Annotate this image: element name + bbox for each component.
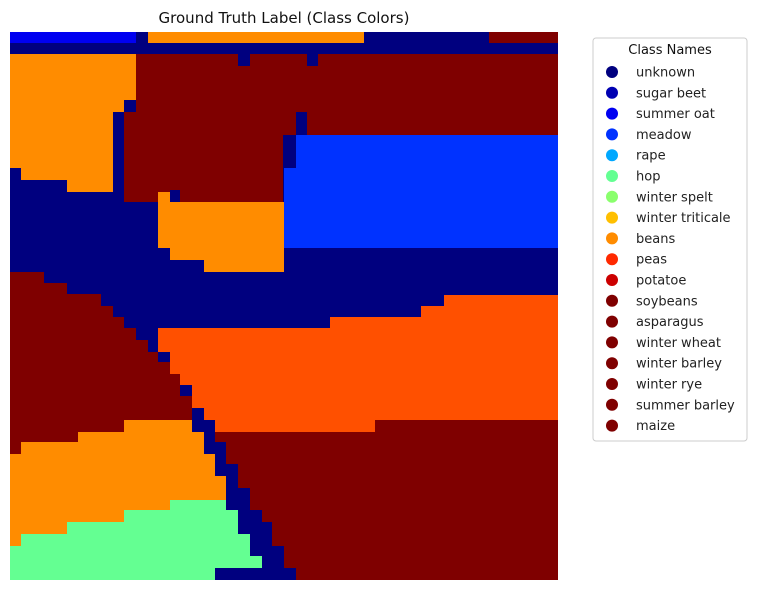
legend-title: Class Names	[628, 43, 712, 58]
legend-label: unknown	[636, 66, 695, 81]
region-maroon-upper	[124, 54, 558, 202]
region-hop	[10, 500, 262, 580]
legend-swatch	[606, 149, 618, 162]
legend-swatch	[606, 274, 618, 286]
legend-label: summer oat	[636, 107, 715, 122]
legend-swatch	[606, 86, 618, 99]
region-meadow	[284, 135, 558, 248]
legend-label: hop	[636, 170, 660, 185]
region-maroon-topright	[489, 32, 558, 43]
legend-item: potatoe	[606, 274, 686, 289]
legend-item: winter triticale	[606, 211, 731, 226]
legend-item: unknown	[606, 66, 695, 81]
legend-swatch	[606, 66, 618, 78]
legend-item: asparagus	[606, 315, 704, 330]
legend-item: winter barley	[606, 357, 722, 372]
region-beans-top	[148, 32, 364, 43]
legend-swatch	[606, 211, 618, 224]
legend-label: maize	[636, 419, 675, 434]
legend-label: winter spelt	[636, 190, 713, 205]
legend-label: asparagus	[636, 315, 704, 330]
legend-swatch	[606, 357, 618, 370]
legend-label: rape	[636, 149, 666, 164]
legend-label: potatoe	[636, 274, 686, 289]
legend-item: winter spelt	[606, 190, 713, 205]
legend-item: winter wheat	[606, 336, 721, 351]
legend-item: soybeans	[606, 294, 698, 309]
legend: Class Names unknown sugar beet summer oat m…	[592, 37, 748, 442]
legend-swatch	[606, 294, 618, 307]
legend-swatch	[606, 419, 618, 432]
legend-item: summer oat	[606, 107, 715, 122]
region-beans-upperleft	[10, 54, 136, 192]
legend-frame	[592, 37, 748, 442]
legend-swatch	[606, 107, 618, 120]
legend-swatch	[606, 128, 618, 141]
legend-label: soybeans	[636, 294, 698, 309]
legend-swatch	[606, 336, 618, 349]
legend-label: beans	[636, 232, 675, 247]
region-beans-lowerleft	[10, 420, 226, 546]
region-beans-center	[158, 192, 284, 272]
legend-item: hop	[606, 170, 660, 185]
label-map	[10, 32, 558, 580]
legend-item: summer barley	[606, 398, 735, 413]
legend-swatch	[606, 315, 618, 328]
legend-label: winter wheat	[636, 336, 721, 351]
legend-item: sugar beet	[606, 86, 706, 101]
legend-label: winter barley	[636, 357, 722, 372]
region-peas	[158, 295, 558, 432]
legend-item: meadow	[606, 128, 692, 143]
chart-title: Ground Truth Label (Class Colors)	[159, 9, 410, 27]
legend-item: rape	[606, 149, 666, 164]
legend-swatch	[606, 378, 618, 390]
region-maroon-left	[10, 272, 192, 454]
legend-swatch	[606, 398, 618, 411]
legend-swatch	[606, 190, 618, 203]
legend-swatch	[606, 170, 618, 182]
legend-item: winter rye	[606, 378, 702, 393]
legend-item: peas	[606, 253, 667, 268]
legend-swatch	[606, 232, 618, 245]
region-maroon-lowerright	[215, 420, 558, 580]
region-summer-oat	[10, 32, 136, 43]
legend-item: beans	[606, 232, 675, 247]
legend-swatch	[606, 253, 618, 266]
legend-label: meadow	[636, 128, 692, 143]
legend-label: summer barley	[636, 398, 735, 413]
legend-label: sugar beet	[636, 86, 706, 101]
legend-label: peas	[636, 253, 667, 268]
legend-label: winter triticale	[636, 211, 731, 226]
legend-label: winter rye	[636, 378, 702, 393]
legend-item: maize	[606, 419, 675, 434]
